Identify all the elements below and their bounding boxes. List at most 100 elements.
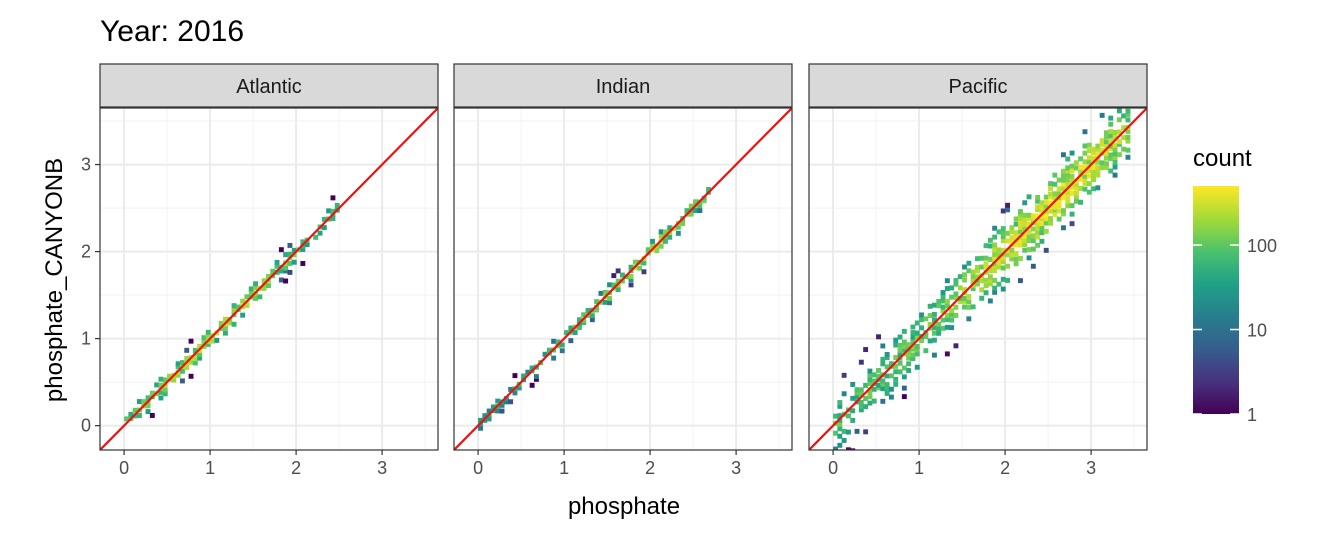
heatmap-bin	[880, 361, 886, 367]
heatmap-bin	[962, 287, 967, 293]
heatmap-bin	[1073, 185, 1079, 191]
heatmap-bin	[615, 287, 621, 293]
heatmap-bin	[568, 325, 574, 331]
heatmap-bin	[1017, 211, 1023, 217]
heatmap-bin	[992, 261, 998, 267]
heatmap-bin	[1022, 226, 1028, 232]
facet-panels: Atlantic Indian Pacific	[99, 63, 1148, 456]
heatmap-bin	[1039, 225, 1045, 231]
x-tick-label: 1	[205, 458, 215, 478]
heatmap-bin	[1009, 235, 1015, 241]
heatmap-bin	[936, 330, 942, 336]
heatmap-bin	[499, 402, 505, 408]
heatmap-bin	[987, 256, 993, 262]
heatmap-bin	[949, 285, 955, 291]
heatmap-bin	[589, 313, 595, 319]
heatmap-bin	[888, 394, 894, 400]
heatmap-bin	[897, 342, 903, 348]
heatmap-bin	[145, 395, 151, 401]
heatmap-bin	[914, 347, 920, 353]
heatmap-bin	[910, 356, 916, 361]
heatmap-bin	[1086, 189, 1092, 195]
heatmap-bin	[184, 347, 190, 353]
heatmap-bin	[1048, 200, 1053, 206]
heatmap-bin	[1095, 146, 1101, 152]
heatmap-bin	[1052, 211, 1058, 217]
heatmap-bin	[1035, 198, 1041, 204]
heatmap-bin	[1108, 156, 1114, 161]
heatmap-bin	[1065, 198, 1071, 204]
heatmap-bin	[1116, 139, 1122, 145]
heatmap-bin	[1013, 221, 1019, 227]
heatmap-bin	[1013, 234, 1019, 239]
heatmap-bin	[607, 300, 612, 306]
heatmap-bin	[1035, 204, 1041, 210]
heatmap-bin	[1000, 226, 1006, 232]
heatmap-bin	[1017, 255, 1023, 261]
heatmap-bin	[1030, 213, 1036, 219]
heatmap-bin	[837, 442, 843, 448]
heatmap-bin	[1013, 216, 1019, 222]
heatmap-bin	[231, 303, 237, 309]
heatmap-bin	[987, 268, 993, 274]
heatmap-bin	[953, 281, 959, 287]
heatmap-bin	[486, 416, 492, 422]
heatmap-bin	[124, 416, 129, 422]
panel-border	[453, 107, 793, 451]
heatmap-bin	[1091, 156, 1096, 162]
heatmap-bin	[1065, 156, 1071, 162]
heatmap-bin	[1030, 216, 1036, 222]
facet-strip	[453, 63, 793, 108]
heatmap-bin	[658, 233, 664, 239]
heatmap-bin	[880, 381, 886, 387]
heatmap-bin	[1073, 160, 1079, 166]
heatmap-bin	[949, 325, 955, 331]
heatmap-bin	[1095, 172, 1101, 178]
heatmap-bin	[253, 295, 258, 301]
facet-strip-label: Atlantic	[236, 76, 302, 98]
heatmap-bin	[1112, 164, 1118, 170]
x-tick-label: 3	[731, 458, 741, 478]
heatmap-bin	[880, 398, 886, 404]
heatmap-bin	[192, 360, 198, 366]
heatmap-bin	[1065, 203, 1071, 209]
heatmap-bin	[1000, 259, 1006, 265]
heatmap-bin	[179, 360, 185, 366]
heatmap-bin	[1103, 134, 1109, 140]
heatmap-bin	[529, 382, 535, 388]
heatmap-bin	[867, 391, 873, 397]
heatmap-bin	[858, 387, 864, 393]
heatmap-bin	[1022, 200, 1028, 206]
heatmap-bin	[949, 317, 955, 323]
heatmap-bin	[1103, 165, 1109, 170]
heatmap-bin	[944, 317, 950, 322]
heatmap-bin	[175, 372, 181, 378]
heatmap-bin	[645, 247, 651, 253]
heatmap-bin	[936, 298, 942, 304]
heatmap-bin	[1013, 261, 1019, 267]
heatmap-bin	[1017, 238, 1023, 244]
heatmap-bin	[495, 408, 501, 414]
y-tick-label: 0	[81, 416, 91, 436]
x-tick-label: 1	[914, 458, 924, 478]
heatmap-bin	[615, 268, 621, 274]
heatmap-bin	[953, 312, 959, 318]
heatmap-bin	[1065, 165, 1071, 171]
heatmap-bin	[833, 451, 838, 456]
heatmap-bin	[992, 251, 998, 257]
heatmap-bin	[957, 285, 963, 291]
heatmap-bin	[594, 307, 600, 313]
heatmap-bin	[1005, 252, 1010, 258]
heatmap-bin	[867, 400, 873, 406]
heatmap-bin	[559, 348, 565, 354]
heatmap-bin	[128, 411, 134, 417]
heatmap-bin	[300, 239, 306, 245]
heatmap-bin	[1082, 173, 1088, 179]
heatmap-bin	[136, 399, 142, 405]
heatmap-bin	[192, 347, 198, 353]
heatmap-bin	[486, 408, 492, 414]
heatmap-bin	[1095, 159, 1101, 165]
heatmap-bin	[1082, 186, 1088, 192]
heatmap-bin	[253, 281, 258, 287]
heatmap-bin	[317, 230, 323, 236]
